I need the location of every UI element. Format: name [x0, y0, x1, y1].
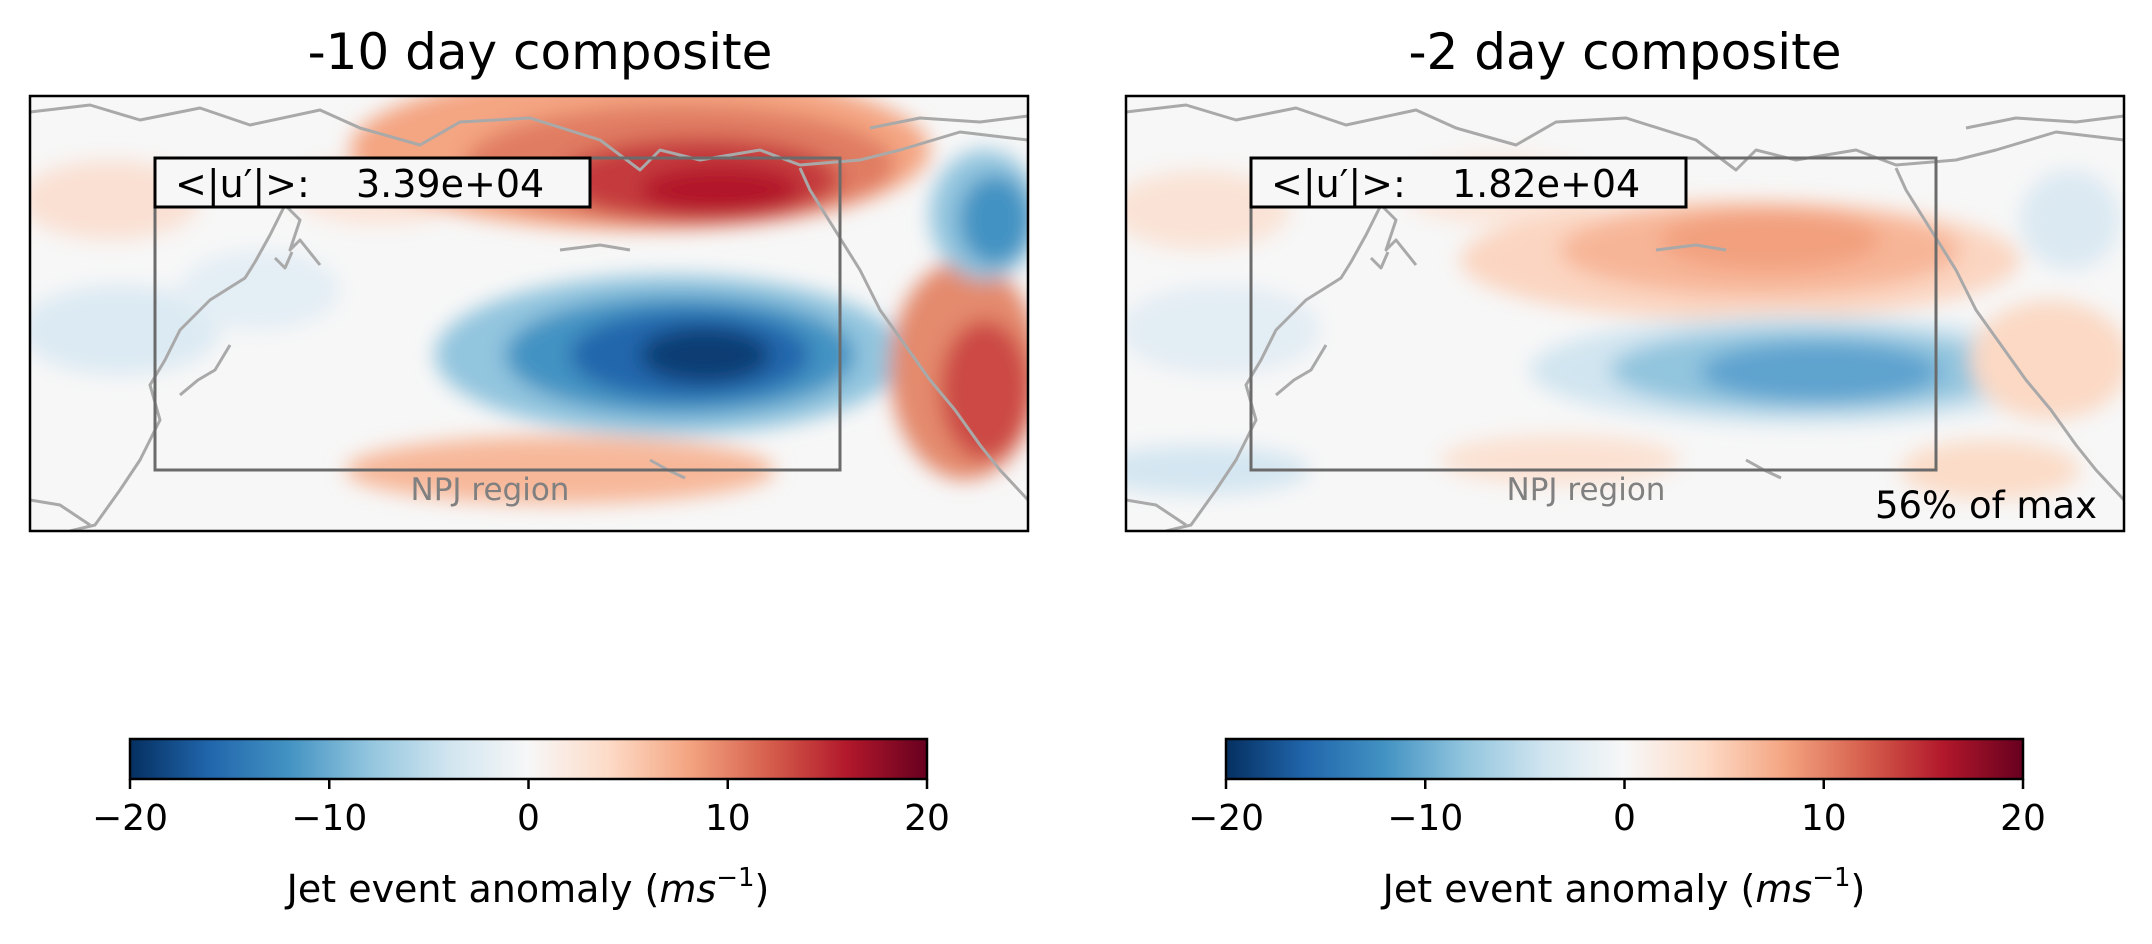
anomaly-blob — [1970, 300, 2124, 420]
colorbar-1: −20 −10 0 10 20 Jet event anomaly (ms−1) — [92, 737, 950, 911]
panel-1-map: NPJ region <|u′|>: 3.39e+04 — [30, 96, 1028, 531]
panel-1-npj-region-label: NPJ region — [411, 472, 570, 508]
anomaly-blob — [1126, 170, 1290, 250]
colorbar-1-label: Jet event anomaly (ms−1) — [285, 863, 770, 911]
colorbar-tick-label: −20 — [1188, 798, 1264, 839]
colorbar-tick-label: 10 — [1801, 798, 1847, 839]
panel-2: -2 day composite — [1124, 23, 2126, 533]
colorbar-tick-label: 20 — [2000, 798, 2046, 839]
anomaly-blob — [959, 175, 1028, 265]
panel-1: -10 day composite — [28, 23, 1030, 533]
anomaly-blob — [1660, 210, 1880, 270]
panel-2-stat-box-frame — [1249, 156, 1688, 209]
panel-1-stat-value: 3.39e+04 — [356, 162, 544, 206]
colorbar-tick-label: 20 — [904, 798, 950, 839]
colorbar-tick-label: −10 — [291, 798, 367, 839]
anomaly-blob — [2020, 170, 2120, 270]
colorbar-2-label: Jet event anomaly (ms−1) — [1381, 863, 1866, 911]
anomaly-blob — [1700, 342, 1940, 402]
panel-2-npj-region-label: NPJ region — [1507, 472, 1666, 508]
panel-2-title: -2 day composite — [1408, 23, 1841, 81]
anomaly-blob — [1440, 435, 1680, 485]
panel-2-stat-label: <|u′|>: — [1271, 162, 1406, 207]
colorbar-tick-label: −10 — [1387, 798, 1463, 839]
colorbar-tick-label: −20 — [92, 798, 168, 839]
panel-1-title: -10 day composite — [308, 23, 773, 81]
panel-2-stat-value: 1.82e+04 — [1452, 162, 1640, 206]
panel-2-percent-of-max: 56% of max — [1875, 484, 2097, 527]
colorbar-tick-label: 10 — [705, 798, 751, 839]
panel-2-map: NPJ region <|u′|>: 1.82e+04 56% of max — [1126, 96, 2124, 531]
panel-1-map-frame — [28, 94, 1030, 533]
colorbar-2-ticks: −20 −10 0 10 20 — [1188, 779, 2046, 839]
colorbar-2-gradient — [1224, 737, 2025, 781]
anomaly-blob — [940, 320, 1028, 460]
panel-1-stat-label: <|u′|>: — [175, 162, 310, 207]
anomaly-blob — [1126, 445, 1310, 495]
panel-2-anomaly-field — [1126, 155, 2124, 500]
anomaly-blob — [1900, 440, 2080, 500]
anomaly-blob — [1126, 285, 1320, 375]
anomaly-blob — [180, 250, 340, 330]
panel-1-stat-box: <|u′|>: 3.39e+04 — [153, 156, 592, 209]
panel-2-stat-box: <|u′|>: 1.82e+04 — [1249, 156, 1688, 209]
colorbar-tick-label: 0 — [1613, 798, 1636, 839]
colorbar-1-ticks: −20 −10 0 10 20 — [92, 779, 950, 839]
anomaly-blob — [640, 327, 770, 383]
panel-2-map-frame — [1124, 94, 2126, 533]
anomaly-blob — [30, 285, 220, 375]
anomaly-blob — [640, 166, 800, 214]
panel-2-coastlines — [1126, 103, 2124, 531]
colorbar-2: −20 −10 0 10 20 Jet event anomaly (ms−1) — [1188, 737, 2046, 911]
panel-1-stat-box-frame — [153, 156, 592, 209]
colorbar-1-gradient — [128, 737, 929, 781]
colorbar-tick-label: 0 — [517, 798, 540, 839]
